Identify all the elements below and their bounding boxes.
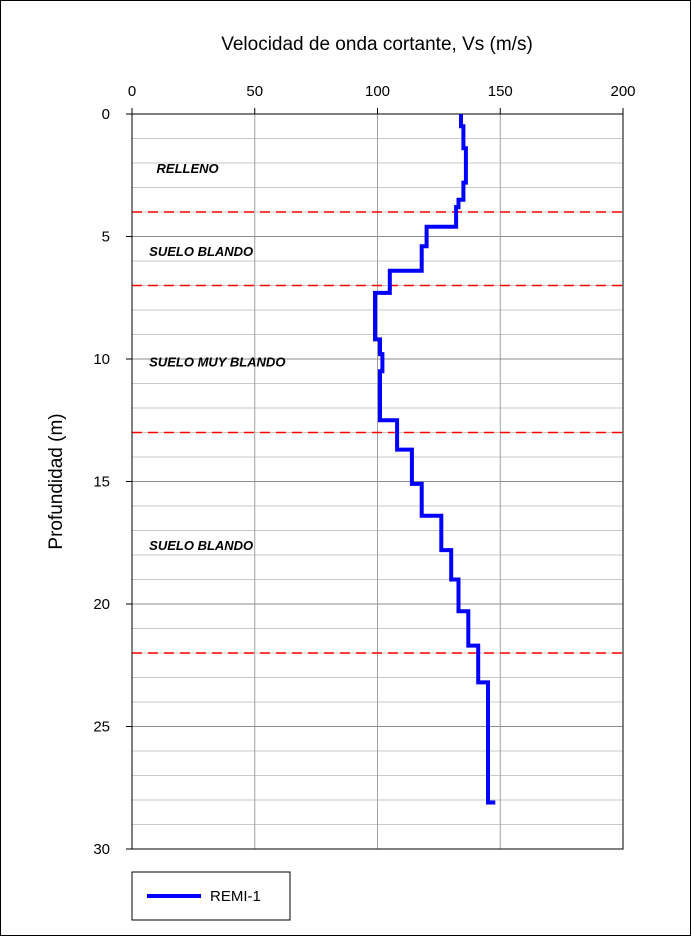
layer-boundaries [132, 211, 623, 654]
x-tick-label: 50 [246, 83, 263, 100]
y-tick-label: 0 [102, 106, 110, 123]
layer-label: SUELO BLANDO [149, 538, 253, 553]
layer-label: SUELO BLANDO [149, 244, 253, 259]
series-line-remi-1 [373, 114, 496, 805]
y-tick-label: 30 [93, 841, 110, 858]
y-axis-title: Profundidad (m) [46, 413, 67, 549]
major-gridlines [132, 114, 623, 849]
legend: REMI-1 [131, 871, 291, 921]
y-axis-ticks: 0 5 10 15 20 25 30 [93, 106, 132, 858]
y-tick-label: 10 [93, 351, 110, 368]
layer-label: RELLENO [157, 161, 219, 176]
y-tick-label: 25 [93, 719, 110, 736]
x-tick-label: 150 [488, 83, 513, 100]
x-axis-ticks: 0 50 100 150 200 [128, 83, 636, 114]
y-tick-label: 5 [102, 229, 110, 246]
y-tick-label: 15 [93, 474, 110, 491]
x-tick-label: 100 [365, 83, 390, 100]
y-tick-label: 20 [93, 596, 110, 613]
series-group [373, 114, 496, 805]
legend-label-remi-1: REMI-1 [210, 888, 261, 905]
chart-title: Velocidad de onda cortante, Vs (m/s) [221, 34, 533, 55]
layer-label: SUELO MUY BLANDO [149, 354, 285, 369]
x-tick-label: 0 [128, 83, 136, 100]
x-tick-label: 200 [610, 83, 635, 100]
layer-annotations: RELLENO SUELO BLANDO SUELO MUY BLANDO SUELO… [149, 161, 285, 553]
